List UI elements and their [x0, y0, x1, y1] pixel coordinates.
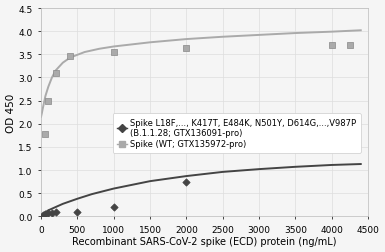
Point [42, 132, 48, 136]
Point [49, 211, 55, 215]
Point [110, 205, 117, 209]
Point [45, 211, 51, 215]
X-axis label: Recombinant SARS-CoV-2 spike (ECD) protein (ng/mL): Recombinant SARS-CoV-2 spike (ECD) prote… [72, 237, 337, 246]
Point [183, 180, 189, 184]
Point [110, 51, 117, 55]
Point [52, 72, 59, 76]
Point [52, 210, 59, 214]
Point [42, 213, 48, 217]
Point [45, 99, 51, 103]
Point [347, 44, 353, 48]
Point [67, 54, 73, 58]
Point [328, 44, 335, 48]
Point [74, 210, 80, 214]
Y-axis label: OD 450: OD 450 [5, 93, 15, 132]
Point [328, 132, 335, 136]
Point [183, 47, 189, 51]
Point [40, 213, 46, 217]
Legend: Spike L18F,..., K417T, E484K, N501Y, D614G,...,V987P
(B.1.1.28; GTX136091-pro), : Spike L18F,..., K417T, E484K, N501Y, D61… [113, 114, 361, 153]
